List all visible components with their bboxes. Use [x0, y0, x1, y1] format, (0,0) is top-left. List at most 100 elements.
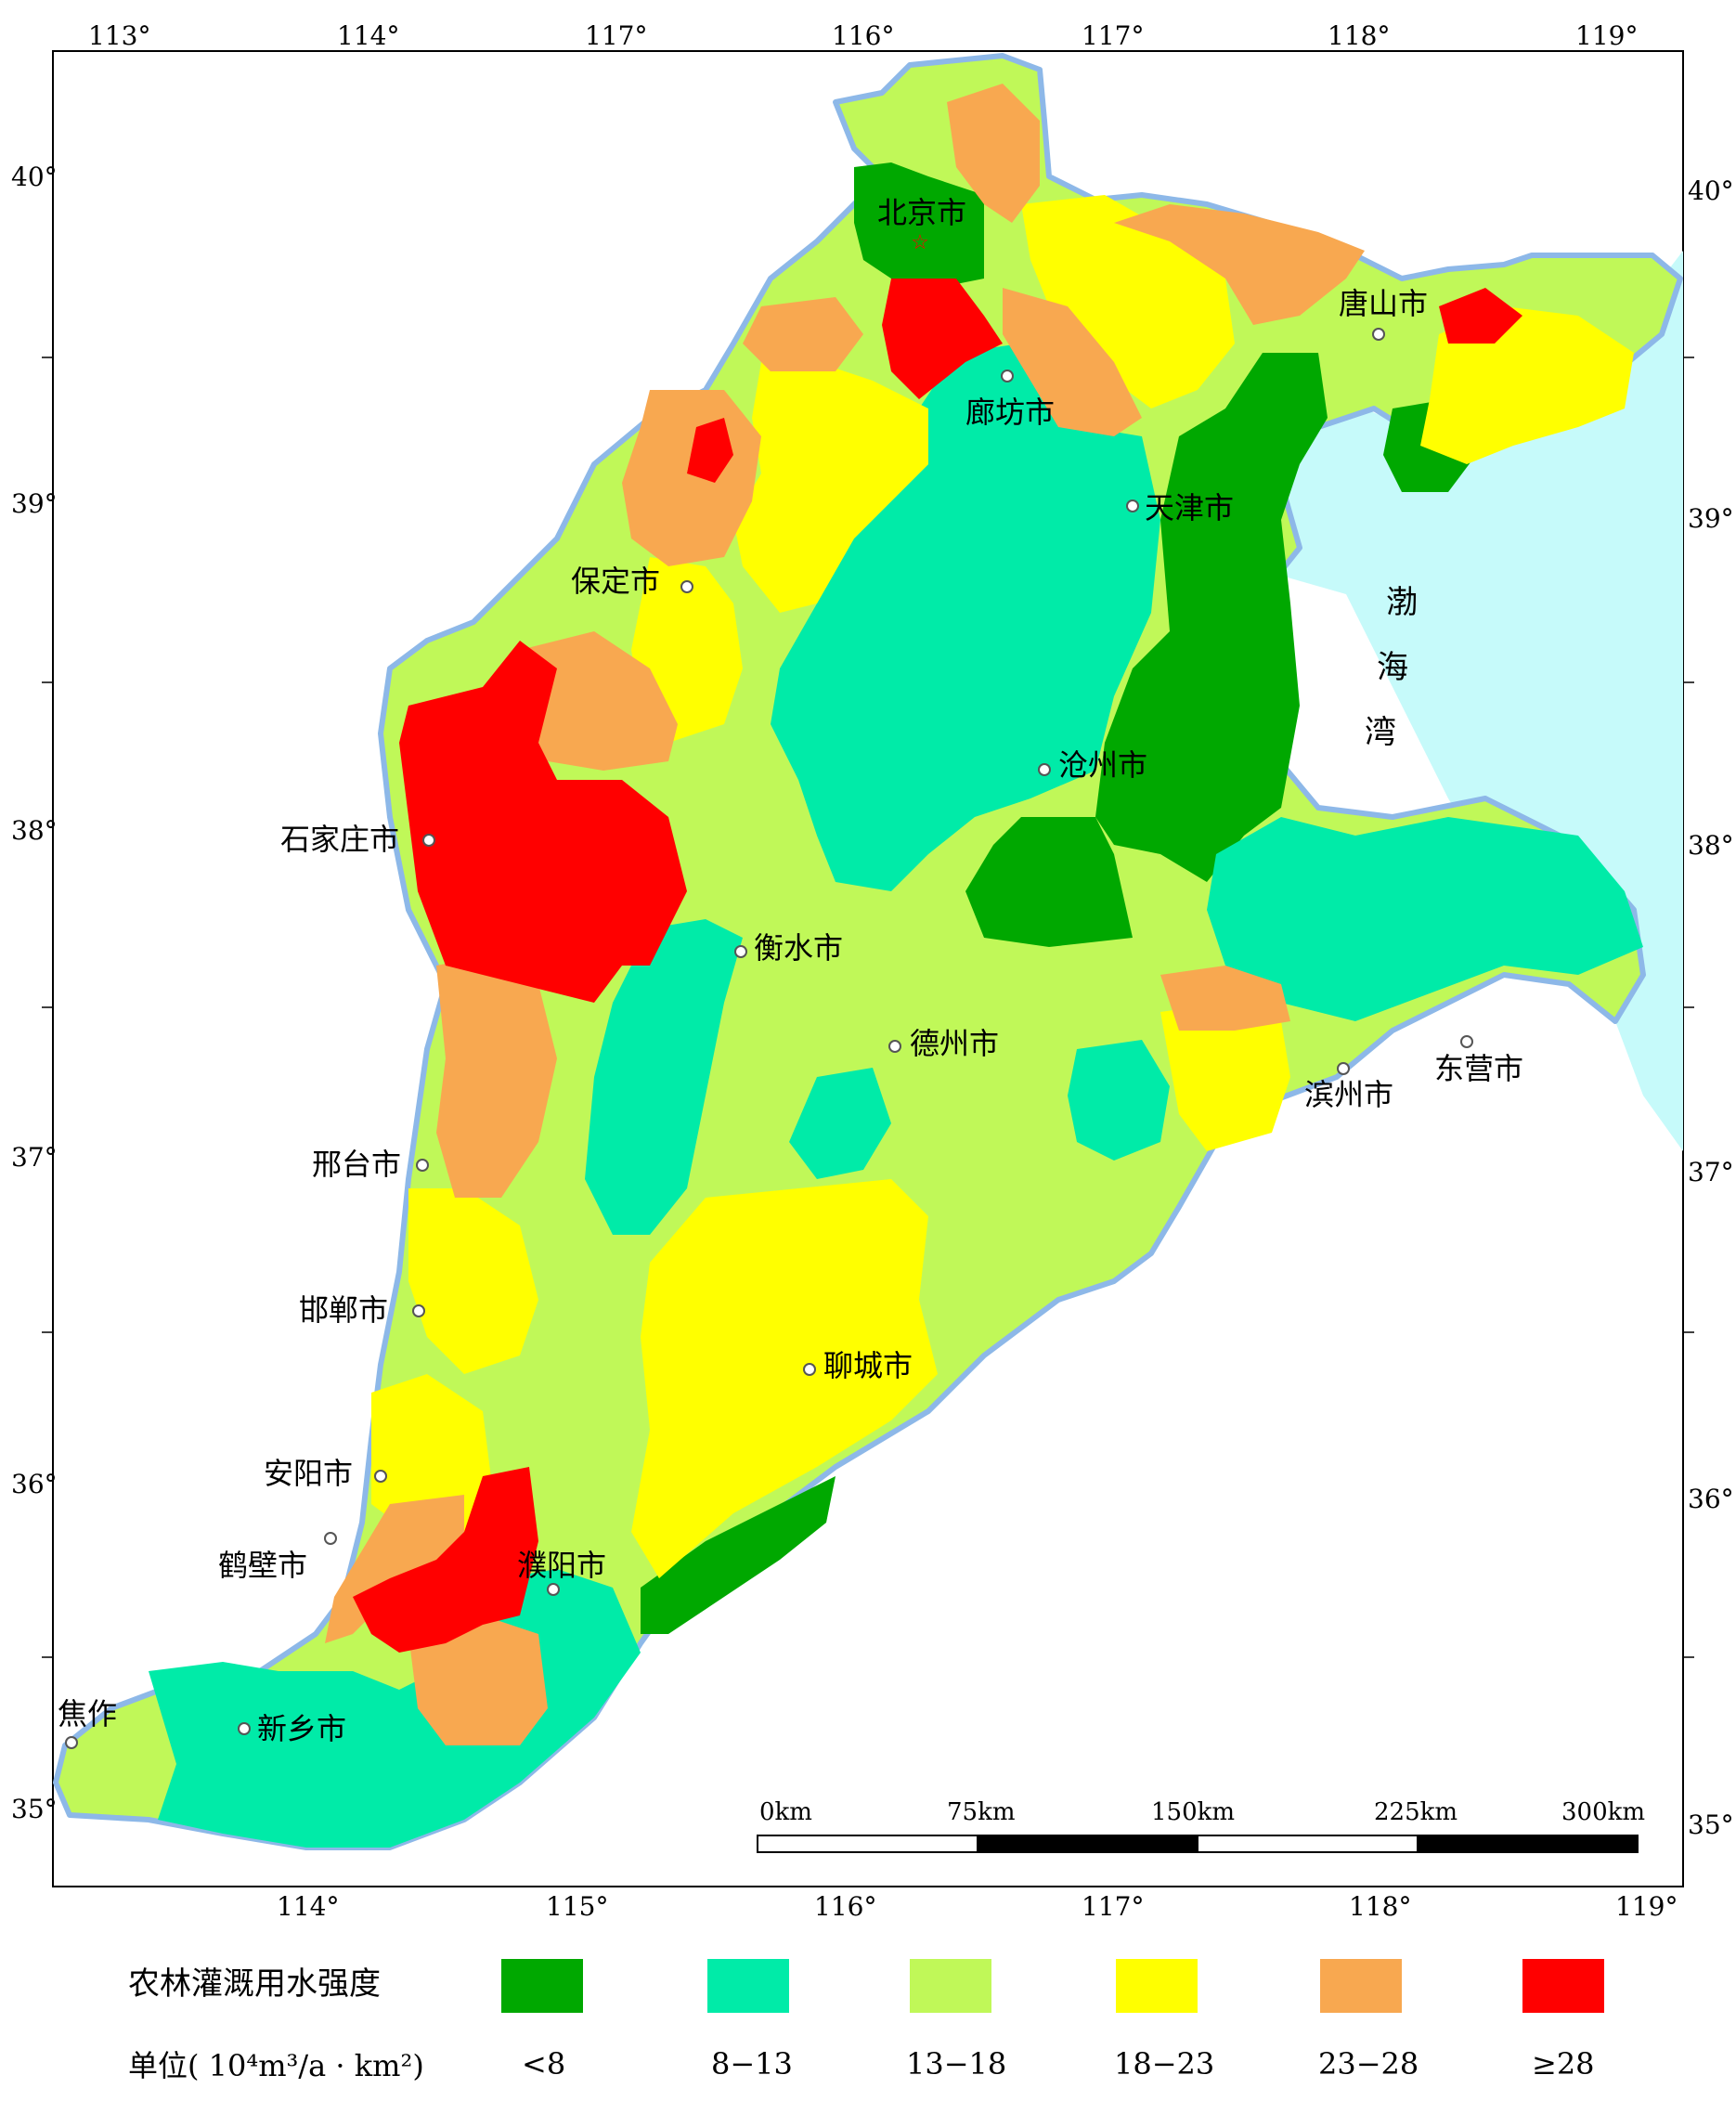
region-23-28	[1003, 288, 1142, 436]
latitude-label: 37°	[1688, 1157, 1734, 1187]
city-label-baoding: 保定市	[571, 564, 660, 599]
longitude-label: 117°	[585, 20, 647, 51]
longitude-label: 115°	[546, 1891, 608, 1922]
scale-bar-labels: 0km 75km 150km 225km 300km	[759, 1798, 1645, 1826]
longitude-label: 116°	[832, 20, 894, 51]
city-label-puyang: 濮阳市	[517, 1548, 606, 1583]
region-23-28	[743, 297, 863, 371]
latitude-label: 38°	[11, 815, 58, 846]
city-label-hengshui: 衡水市	[754, 930, 843, 966]
longitude-label: 114°	[277, 1891, 339, 1922]
longitude-labels-top: 113° 114° 117° 116° 117° 118° 119°	[88, 20, 1638, 51]
city-label-tianjin: 天津市	[1145, 490, 1234, 525]
region-ge28	[687, 418, 733, 483]
city-labels: 北京市 唐山市 廊坊市 天津市 保定市 沧州市 石家庄市 衡水市 德州市 滨州市…	[58, 195, 1523, 1746]
city-label-shijiazhuang: 石家庄市	[280, 822, 399, 857]
latitude-label: 36°	[11, 1469, 58, 1499]
city-label-hebi: 鹤壁市	[218, 1548, 307, 1583]
region-23-28	[408, 1615, 548, 1745]
legend-label: 18−23	[1114, 2046, 1214, 2082]
sea-label-char: 湾	[1365, 714, 1396, 751]
latitude-label: 40°	[11, 162, 58, 192]
scale-bar	[757, 1835, 1639, 1853]
legend-label: 23−28	[1318, 2046, 1419, 2082]
scale-bar-label: 225km	[1374, 1798, 1457, 1826]
region-23-28	[520, 631, 678, 771]
capital-star-icon: ☆	[911, 231, 929, 254]
legend-label: ≥28	[1532, 2046, 1595, 2082]
region-8-13	[1068, 1040, 1170, 1161]
legend-label: 13−18	[906, 2046, 1006, 2082]
longitude-label: 114°	[337, 20, 399, 51]
longitude-label: 119°	[1615, 1891, 1678, 1922]
longitude-label: 118°	[1328, 20, 1390, 51]
longitude-label: 113°	[88, 20, 150, 51]
region-ge28	[399, 641, 687, 1003]
region-23-28	[436, 956, 557, 1198]
longitude-label: 116°	[814, 1891, 876, 1922]
city-label-xinxiang: 新乡市	[257, 1711, 346, 1746]
city-label-beijing: 北京市	[877, 195, 966, 230]
region-18-23	[408, 1188, 538, 1374]
legend-title: 农林灌溉用水强度	[128, 1965, 381, 2003]
graticule-ticks	[42, 357, 1694, 1658]
legend-swatch-lt8	[501, 1959, 583, 2013]
scale-bar-label: 0km	[759, 1798, 812, 1826]
longitude-label: 119°	[1575, 20, 1638, 51]
scale-bar-label: 150km	[1151, 1798, 1235, 1826]
city-label-jiaozuo: 焦作	[58, 1696, 117, 1731]
sea-label-char: 海	[1377, 649, 1408, 686]
region-ge28	[353, 1467, 538, 1653]
sea-label: 渤 海 湾	[1365, 584, 1418, 751]
latitude-labels-left: 40° 39° 38° 37° 36° 35°	[11, 162, 58, 1824]
latitude-label: 40°	[1688, 175, 1734, 206]
longitude-label: 117°	[1082, 20, 1144, 51]
legend-swatch-ge28	[1522, 1959, 1604, 2013]
city-label-liaocheng: 聊城市	[823, 1348, 913, 1383]
latitude-label: 35°	[11, 1794, 58, 1824]
city-label-binzhou: 滨州市	[1304, 1077, 1393, 1112]
city-label-dongying: 东营市	[1434, 1051, 1523, 1086]
region-8-13	[789, 1068, 891, 1179]
city-label-cangzhou: 沧州市	[1058, 747, 1147, 783]
city-label-xingtai: 邢台市	[312, 1147, 401, 1182]
region-18-23	[371, 1374, 492, 1532]
region-lt8	[1095, 353, 1328, 882]
city-label-anyang: 安阳市	[264, 1456, 353, 1491]
latitude-label: 39°	[1688, 503, 1734, 534]
region-lt8	[854, 162, 984, 288]
region-23-28	[1114, 204, 1365, 325]
legend: 农林灌溉用水强度 单位( 10⁴m³/a · km²) <8 8−13 13−1…	[128, 1959, 1604, 2083]
region-8-13	[1207, 817, 1643, 1021]
region-8-13	[771, 344, 1160, 891]
region-8-13	[585, 919, 743, 1235]
legend-unit: 单位( 10⁴m³/a · km²)	[128, 2048, 424, 2083]
region-lt8	[641, 1476, 836, 1634]
region-18-23	[1160, 1003, 1290, 1151]
latitude-label: 36°	[1688, 1484, 1734, 1514]
scale-bar-label: 75km	[947, 1798, 1016, 1826]
longitude-labels-bottom: 114° 115° 116° 117° 118° 119°	[277, 1891, 1678, 1922]
latitude-labels-right: 40° 39° 38° 37° 36° 35°	[1688, 175, 1734, 1840]
city-label-tangshan: 唐山市	[1339, 286, 1428, 321]
latitude-label: 35°	[1688, 1809, 1734, 1840]
region-lt8	[965, 817, 1133, 947]
sea-label-char: 渤	[1386, 584, 1418, 621]
region-ge28	[1439, 288, 1522, 344]
city-label-handan: 邯郸市	[299, 1292, 388, 1328]
region-23-28	[1160, 966, 1290, 1031]
legend-swatch-13-18	[910, 1959, 991, 2013]
latitude-label: 38°	[1688, 830, 1734, 861]
region-18-23	[631, 1179, 938, 1578]
longitude-label: 118°	[1349, 1891, 1411, 1922]
latitude-label: 37°	[11, 1142, 58, 1173]
region-ge28	[882, 279, 1003, 399]
latitude-label: 39°	[11, 488, 58, 519]
legend-swatch-8-13	[707, 1959, 789, 2013]
scale-bar-label: 300km	[1561, 1798, 1645, 1826]
region-23-28	[947, 84, 1040, 223]
legend-swatch-23-28	[1320, 1959, 1402, 2013]
legend-swatch-18-23	[1116, 1959, 1198, 2013]
region-18-23	[1420, 306, 1634, 464]
